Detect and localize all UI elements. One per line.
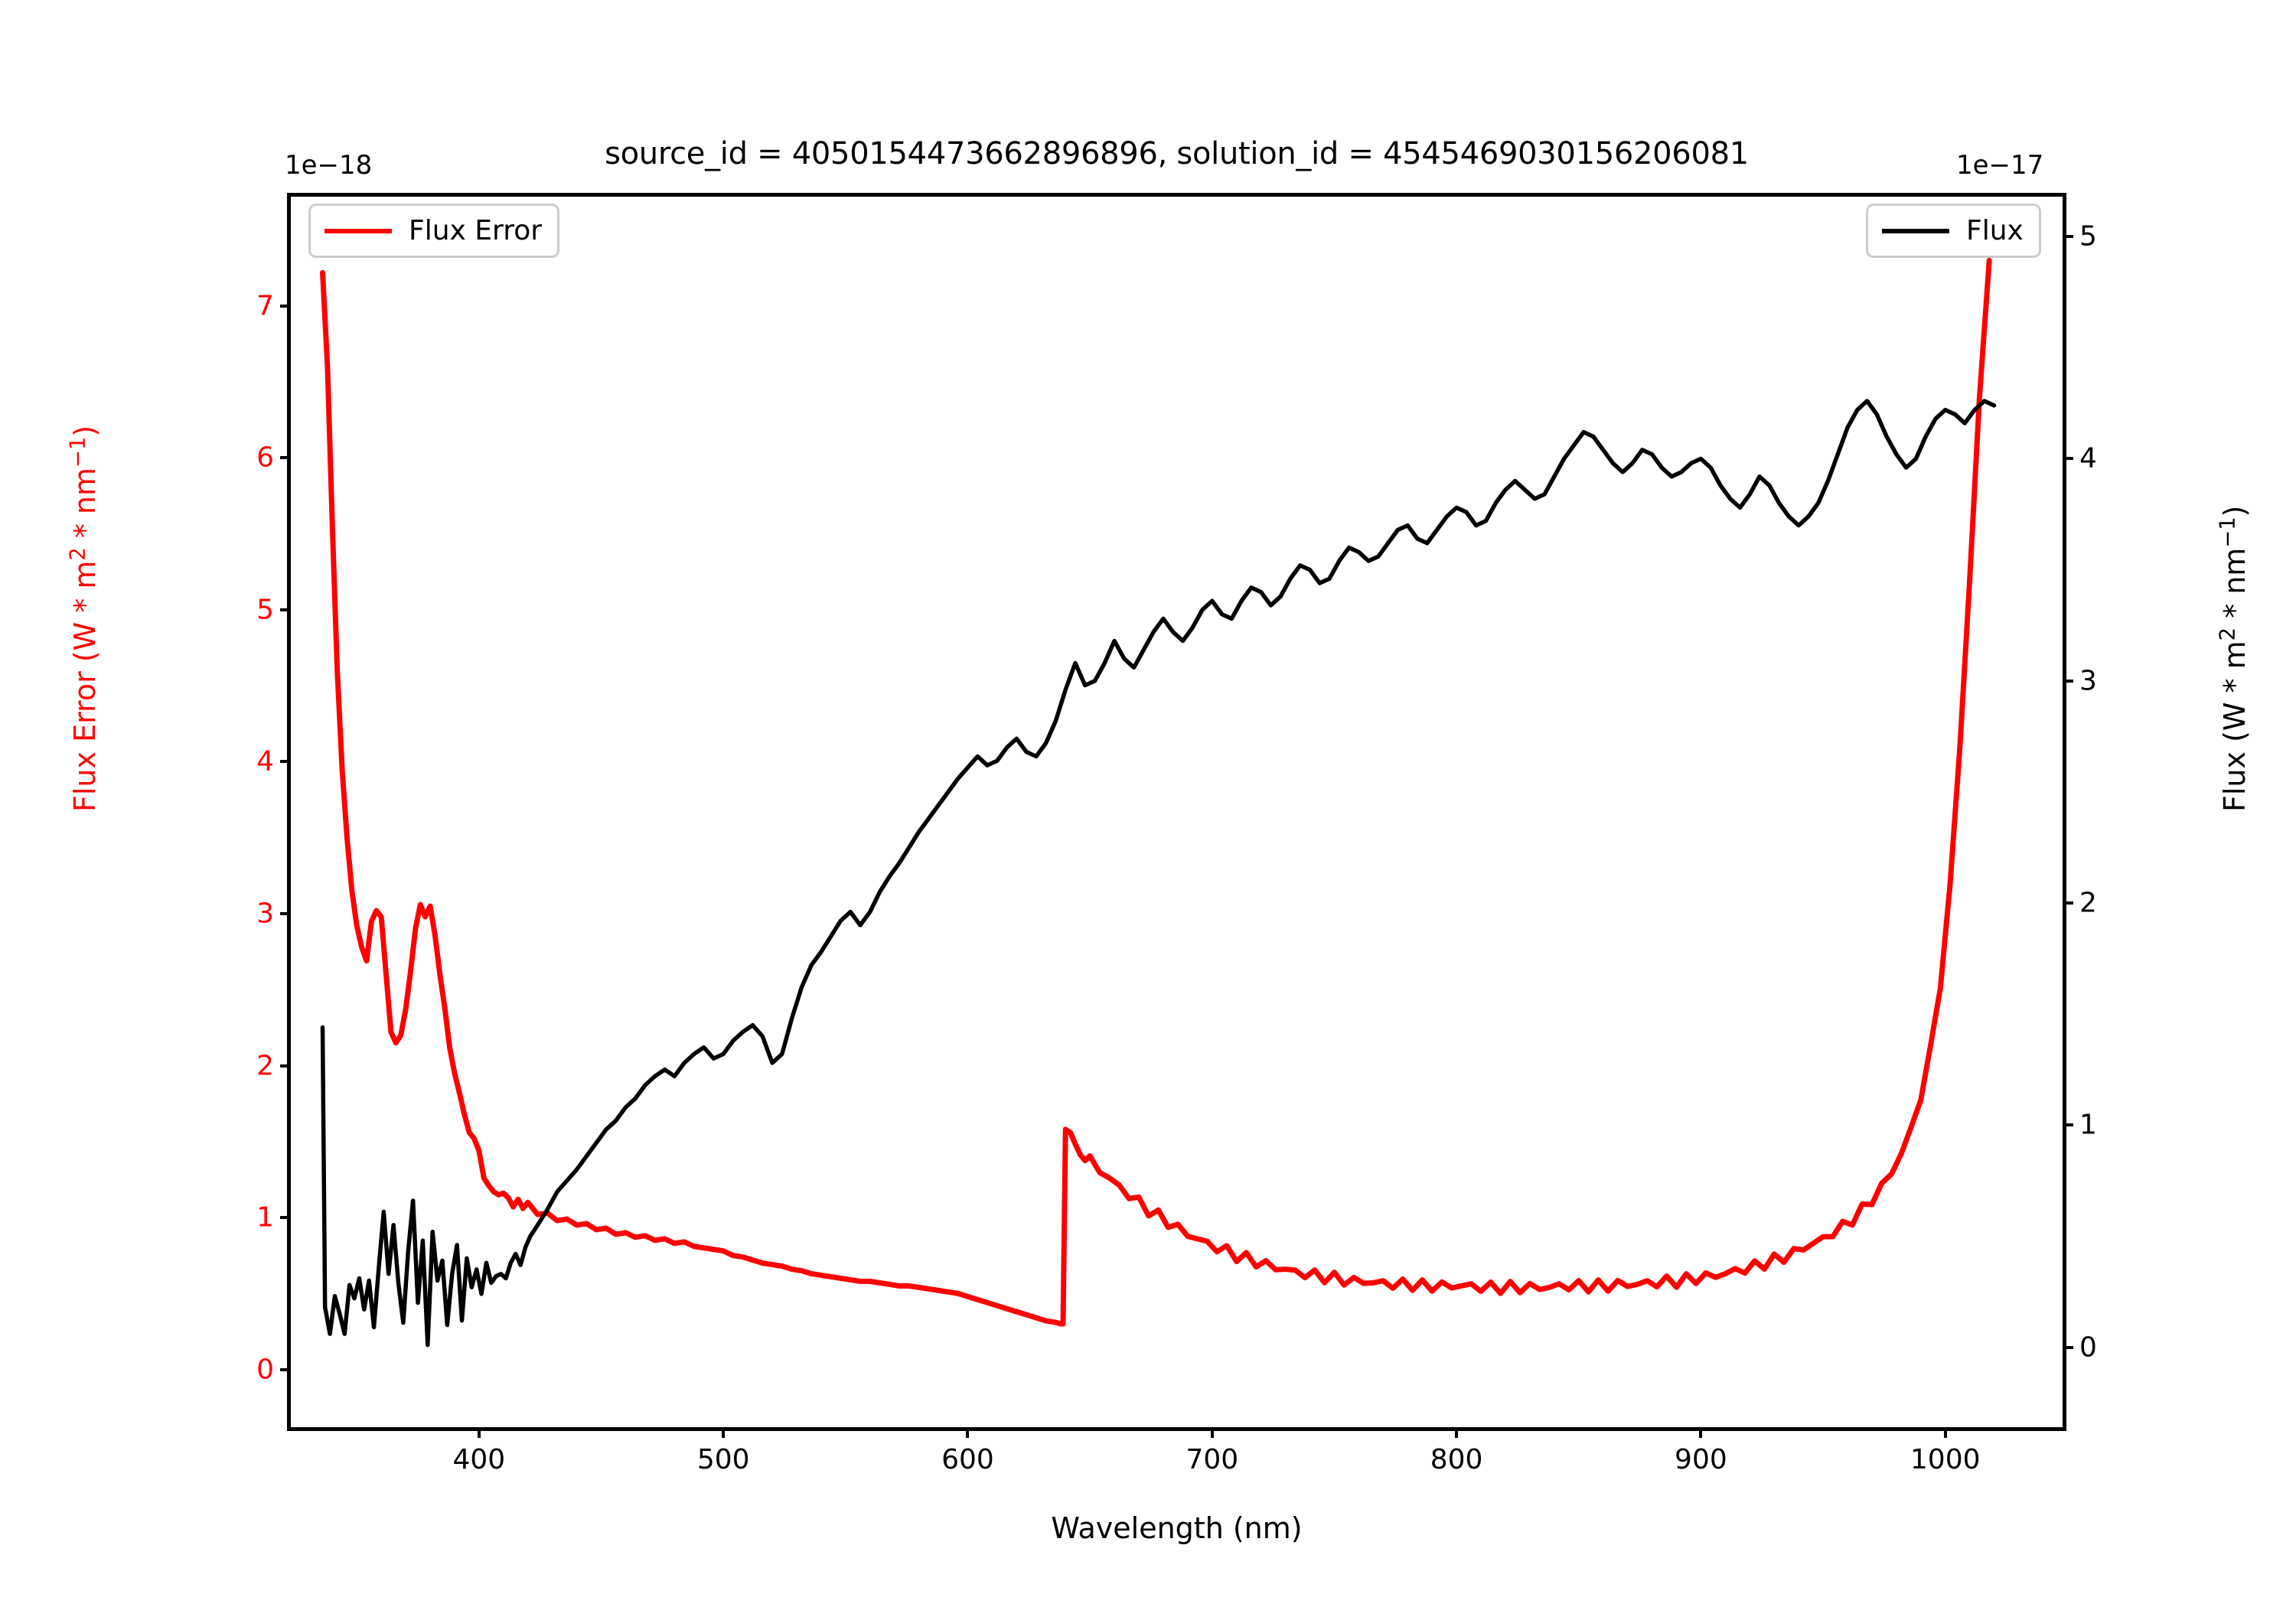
left-y-axis-label-text: Flux Error (W * m2 * nm−1) <box>66 425 102 812</box>
left-tick-label: 4 <box>256 745 274 777</box>
legend-flux-error[interactable]: Flux Error <box>308 204 560 258</box>
left-tick-label: 6 <box>256 442 274 474</box>
right-tick-label: 0 <box>2079 1332 2097 1363</box>
left-axis-offset-text: 1e−18 <box>285 150 373 181</box>
legend-label-flux: Flux <box>1966 215 2024 246</box>
legend-swatch-flux-icon <box>1882 228 1949 233</box>
x-tick-mark <box>1943 1427 1947 1438</box>
x-tick-mark <box>477 1427 481 1438</box>
page-title: source_id = 4050154473662896896, solutio… <box>605 136 1749 171</box>
x-tick-mark <box>1455 1427 1459 1438</box>
x-tick-label: 700 <box>1186 1444 1239 1475</box>
left-tick-mark <box>280 1367 291 1371</box>
left-tick-mark <box>280 1216 291 1220</box>
left-y-axis-label: Flux Error (W * m2 * nm−1) <box>66 425 102 812</box>
legend-swatch-flux-error-icon <box>325 228 392 233</box>
right-tick-label: 4 <box>2079 442 2097 474</box>
x-tick-label: 1000 <box>1910 1444 1981 1475</box>
left-tick-mark <box>280 304 291 308</box>
x-tick-label: 900 <box>1675 1444 1727 1475</box>
right-tick-mark <box>2063 901 2073 905</box>
left-tick-label: 3 <box>256 898 274 930</box>
right-tick-mark <box>2063 235 2073 239</box>
right-tick-mark <box>2063 457 2073 461</box>
right-tick-mark <box>2063 679 2073 683</box>
right-y-axis-label-text: Flux (W * m2 * nm−1) <box>2216 505 2252 813</box>
chart-svg <box>320 257 1997 1348</box>
left-tick-label: 0 <box>256 1354 274 1386</box>
right-tick-label: 5 <box>2079 220 2097 253</box>
right-y-axis-label: Flux (W * m2 * nm−1) <box>2216 506 2252 813</box>
left-tick-label: 7 <box>256 290 274 322</box>
left-tick-mark <box>280 456 291 460</box>
left-tick-mark <box>280 912 291 915</box>
left-tick-label: 1 <box>256 1201 274 1234</box>
x-tick-label: 500 <box>696 1444 750 1475</box>
plot-area: 0 1 2 3 4 5 6 7 0 1 2 3 4 5 400 500 600 700 800 900 1000 <box>256 193 2097 1475</box>
x-tick-mark <box>722 1427 726 1438</box>
legend-flux[interactable]: Flux <box>1866 204 2041 258</box>
left-tick-mark <box>280 608 291 611</box>
right-tick-label: 3 <box>2079 665 2097 697</box>
left-tick-mark <box>280 1064 291 1068</box>
x-axis-label: Wavelength (nm) <box>1051 1511 1303 1545</box>
left-tick-mark <box>280 760 291 764</box>
legend-label-flux-error: Flux Error <box>409 215 543 246</box>
series-line-flux <box>320 399 1997 1348</box>
x-tick-label: 800 <box>1430 1444 1483 1475</box>
x-tick-mark <box>1699 1427 1703 1438</box>
series-line-flux-error <box>320 257 1992 1327</box>
right-tick-mark <box>2063 1345 2073 1349</box>
left-tick-label: 2 <box>256 1050 274 1082</box>
x-tick-label: 400 <box>452 1444 506 1475</box>
x-tick-mark <box>966 1427 970 1438</box>
right-tick-mark <box>2063 1123 2073 1127</box>
left-tick-label: 5 <box>256 594 274 626</box>
x-tick-mark <box>1210 1427 1214 1438</box>
right-axis-offset-text: 1e−17 <box>1956 150 2044 181</box>
x-tick-label: 600 <box>941 1444 994 1475</box>
right-tick-label: 2 <box>2079 887 2097 919</box>
right-tick-label: 1 <box>2079 1109 2097 1141</box>
